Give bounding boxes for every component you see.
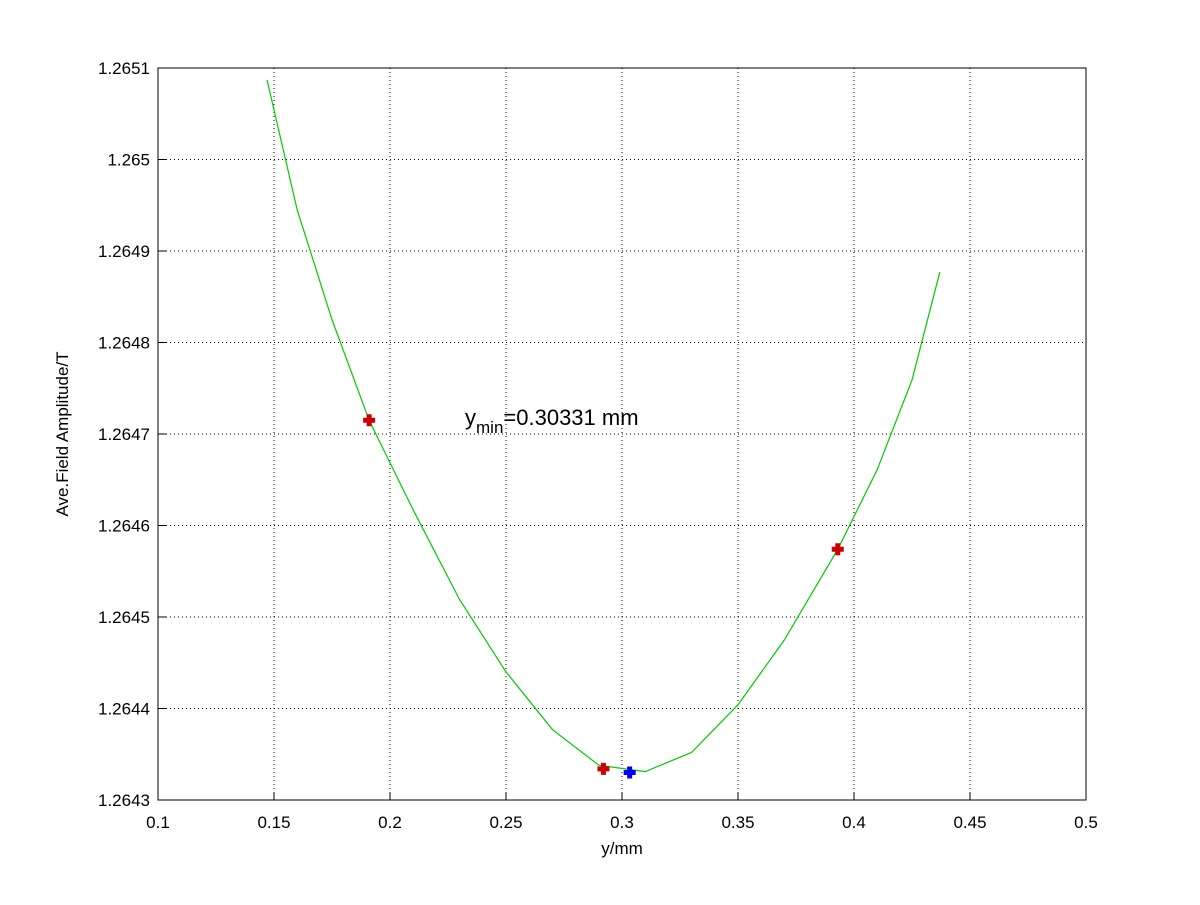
y-tick-label: 1.265 — [107, 151, 150, 170]
x-tick-label: 0.1 — [146, 813, 170, 832]
annotation-subscript: min — [476, 418, 503, 437]
x-tick-label: 0.15 — [257, 813, 290, 832]
x-tick-label: 0.35 — [721, 813, 754, 832]
x-tick-label: 0.3 — [610, 813, 634, 832]
plot-frame — [157, 67, 1087, 801]
y-tick-label: 1.2649 — [98, 242, 150, 261]
y-tick-label: 1.2643 — [98, 791, 150, 810]
annotation: ymin=0.30331 mm — [465, 405, 639, 437]
data-point — [363, 414, 376, 427]
x-tick-label: 0.4 — [842, 813, 866, 832]
x-tick-label: 0.2 — [378, 813, 402, 832]
y-axis-label: Ave.Field Amplitude/T — [53, 351, 72, 516]
data-point — [831, 543, 844, 556]
x-axis-label: y/mm — [601, 839, 643, 858]
y-tick-label: 1.2647 — [98, 425, 150, 444]
annotation-text: y — [465, 405, 476, 430]
annotation-rest: =0.30331 mm — [503, 405, 638, 430]
y-tick-label: 1.2644 — [98, 700, 150, 719]
y-tick-label: 1.2645 — [98, 608, 150, 627]
data-point — [623, 766, 636, 779]
fit-curve — [266, 79, 941, 773]
x-tick-label: 0.25 — [489, 813, 522, 832]
y-tick-label: 1.2651 — [98, 59, 150, 78]
y-tick-label: 1.2648 — [98, 334, 150, 353]
x-tick-label: 0.5 — [1074, 813, 1098, 832]
x-tick-label: 0.45 — [953, 813, 986, 832]
data-point — [597, 762, 610, 775]
y-tick-label: 1.2646 — [98, 517, 150, 536]
